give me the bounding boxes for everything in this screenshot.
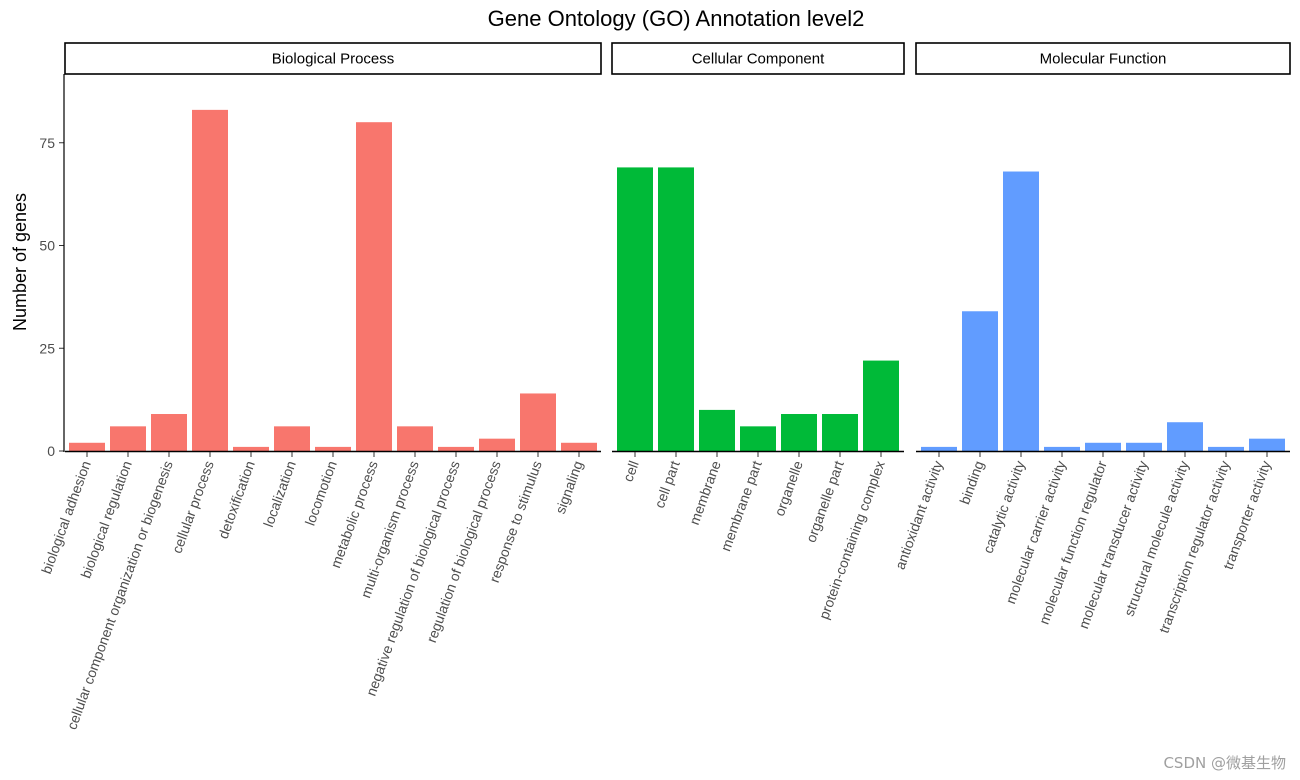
bar <box>561 442 597 451</box>
facet-strip <box>915 42 1291 75</box>
y-tick-label: 75 <box>39 135 55 151</box>
facet-strip <box>611 42 905 75</box>
y-axis-label: Number of genes <box>10 193 30 331</box>
y-tick-label: 25 <box>39 340 55 356</box>
bar <box>921 446 957 451</box>
x-tick-label: cell part <box>651 458 683 510</box>
facet-strip-label: Molecular Function <box>1040 51 1167 68</box>
chart-title: Gene Ontology (GO) Annotation level2 <box>488 6 865 31</box>
bar <box>962 311 998 451</box>
x-tick-label: regulation of biological process <box>423 459 504 645</box>
facet-strip-label: Cellular Component <box>692 51 825 68</box>
bar <box>781 414 817 451</box>
bar <box>1126 442 1162 451</box>
bar <box>479 438 515 451</box>
bar <box>617 167 653 451</box>
x-tick-label: cellular process <box>169 459 217 556</box>
x-tick-label: signaling <box>552 459 586 516</box>
bar <box>356 122 392 451</box>
x-tick-label: membrane <box>686 458 724 527</box>
x-tick-label: locomotion <box>302 459 340 528</box>
y-tick-label: 0 <box>47 443 55 459</box>
bar <box>699 409 735 451</box>
facet-strip-label: Biological Process <box>272 51 395 68</box>
x-tick-label: cell <box>620 459 642 484</box>
bar <box>274 426 310 451</box>
x-tick-label: organelle part <box>802 458 846 544</box>
bar <box>69 442 105 451</box>
x-tick-label: localization <box>260 459 299 530</box>
bar <box>1044 446 1080 451</box>
bar <box>1167 422 1203 451</box>
watermark-text: CSDN @微基生物 <box>1163 754 1286 772</box>
bar <box>1003 171 1039 451</box>
bar <box>397 426 433 451</box>
x-tick-label: detoxification <box>215 459 258 541</box>
bar <box>233 446 269 451</box>
bar <box>110 426 146 451</box>
bar <box>740 426 776 451</box>
bar <box>438 446 474 451</box>
bar <box>1085 442 1121 451</box>
x-tick-label: binding <box>956 459 986 507</box>
facet-panel-molecular-function: Molecular Function antioxidant activity bi… <box>892 42 1291 635</box>
bar <box>192 109 228 452</box>
x-tick-label: antioxidant activity <box>892 459 946 572</box>
bar <box>520 393 556 451</box>
bar <box>1249 438 1285 451</box>
facet-panel-cellular-component: Cellular Component cell cell part membranem… <box>611 42 905 621</box>
y-axis: 0 25 50 75 <box>39 74 65 459</box>
bar <box>822 414 858 451</box>
facet-strip <box>64 42 602 75</box>
x-tick-label: organelle <box>771 458 806 518</box>
bar <box>315 446 351 451</box>
bar <box>658 167 694 451</box>
x-tick-label: catalytic activity <box>980 459 1028 556</box>
y-tick-label: 50 <box>39 238 55 254</box>
x-tick-label: membrane part <box>717 458 765 553</box>
bar <box>1208 446 1244 451</box>
bar <box>151 414 187 451</box>
bar <box>863 360 899 451</box>
